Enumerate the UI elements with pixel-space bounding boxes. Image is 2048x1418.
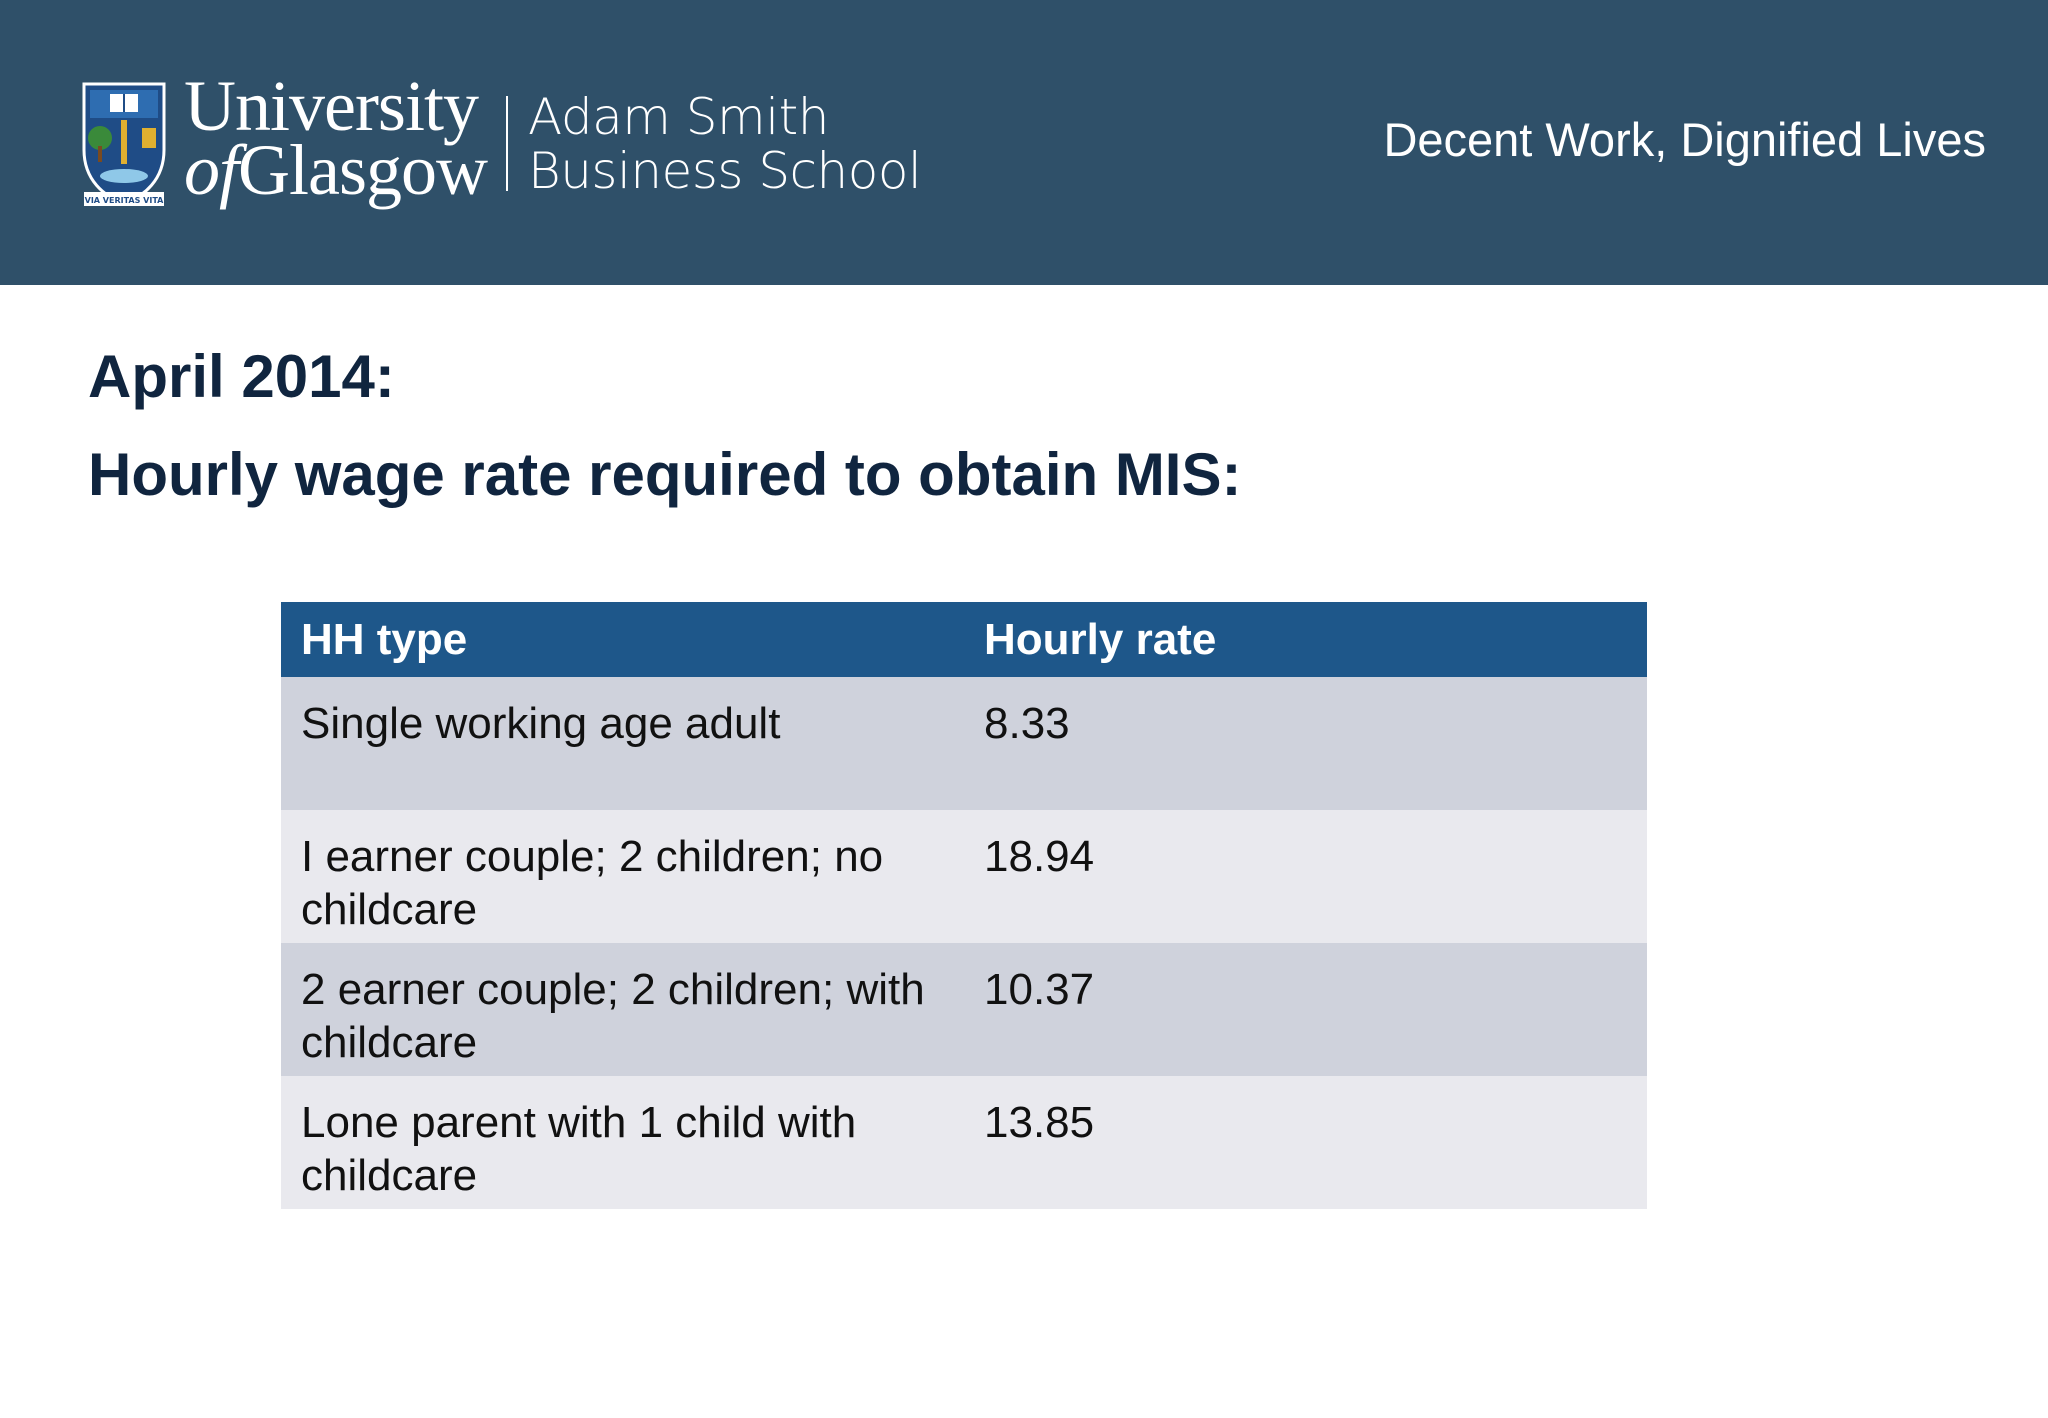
tagline: Decent Work, Dignified Lives [1383, 113, 1986, 166]
university-crest-logo: VIA VERITAS VITA [82, 82, 166, 206]
hourly-rate-cell: 10.37 [964, 943, 1647, 1076]
hourly-rate-cell: 18.94 [964, 810, 1647, 943]
hh-type-cell: Lone parent with 1 child with childcare [281, 1076, 964, 1209]
table-row: Single working age adult 8.33 [281, 677, 1647, 810]
school-name-line2: Business School [528, 142, 922, 200]
hh-type-cell: Single working age adult [281, 677, 964, 810]
table-header-row: HH type Hourly rate [281, 602, 1647, 677]
table-row: 2 earner couple; 2 children; with childc… [281, 943, 1647, 1076]
wage-rate-table: HH type Hourly rate Single working age a… [281, 602, 1647, 1209]
table-row: Lone parent with 1 child with childcare … [281, 1076, 1647, 1209]
svg-text:VIA VERITAS VITA: VIA VERITAS VITA [85, 196, 165, 205]
hh-type-cell: I earner couple; 2 children; no childcar… [281, 810, 964, 943]
school-name: Adam Smith Business School [528, 88, 922, 200]
table-row: I earner couple; 2 children; no childcar… [281, 810, 1647, 943]
slide-heading-title: Hourly wage rate required to obtain MIS: [88, 441, 1242, 508]
slide-heading-date: April 2014: [88, 343, 395, 410]
hourly-rate-cell: 8.33 [964, 677, 1647, 810]
hh-type-cell: 2 earner couple; 2 children; with childc… [281, 943, 964, 1076]
university-name-line1: University [184, 66, 479, 146]
university-glasgow: Glasgow [238, 130, 488, 210]
logo-divider [506, 96, 508, 191]
university-of: of [184, 130, 239, 210]
column-header-hh-type: HH type [281, 602, 964, 677]
hourly-rate-cell: 13.85 [964, 1076, 1647, 1209]
header-banner: VIA VERITAS VITA University ofGlasgow Ad… [0, 0, 2048, 285]
university-name-line2: ofGlasgow [184, 134, 488, 206]
school-name-line1: Adam Smith [528, 88, 829, 146]
column-header-hourly-rate: Hourly rate [964, 602, 1647, 677]
